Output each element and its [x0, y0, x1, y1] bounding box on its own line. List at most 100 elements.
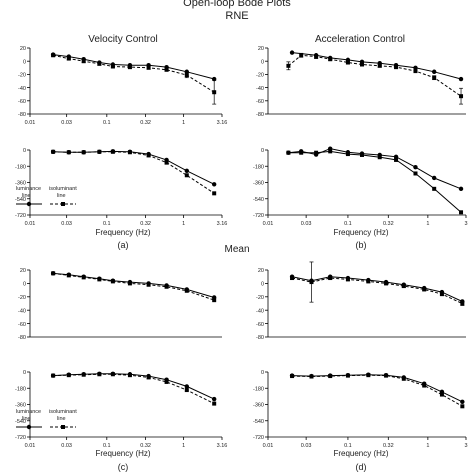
- ytick-label-b-phase: -180: [253, 164, 264, 170]
- xtick-label-d-phase: 0.32: [383, 443, 394, 449]
- xtick-label-a-mag: 0.03: [61, 120, 72, 126]
- ytick-label-a-mag: -60: [18, 99, 26, 105]
- point-c-phase-1: [184, 388, 189, 393]
- ytick-label-b-mag: -40: [256, 86, 264, 92]
- series-line-b-mag-0: [292, 52, 462, 80]
- xtick-label-a-phase: 0.32: [140, 221, 151, 227]
- point-a-phase-0: [211, 182, 217, 187]
- point-a-mag-1: [184, 73, 189, 78]
- point-b-phase-1: [413, 171, 418, 176]
- point-c-phase-0: [211, 396, 217, 402]
- series-line-c-phase-1: [53, 373, 215, 405]
- point-d-phase-1: [366, 373, 371, 378]
- point-b-phase-0: [458, 186, 464, 192]
- point-b-phase-0: [413, 164, 418, 170]
- point-b-phase-1: [377, 155, 382, 160]
- ytick-label-d-mag: -40: [256, 308, 264, 314]
- xtick-label-a-mag: 0.1: [103, 120, 111, 126]
- panel-d-mag: 20 0 -20 -40 -60 -80: [256, 261, 466, 341]
- point-c-mag-1: [212, 298, 217, 303]
- ytick-label-c-mag: -20: [18, 295, 26, 301]
- xtick-label-a-phase: 0.1: [103, 221, 111, 227]
- point-d-mag-1: [366, 279, 371, 284]
- panel-label-c: (c): [118, 462, 129, 472]
- ytick-label-d-phase: 0: [261, 370, 264, 376]
- ytick-label-b-phase: -720: [253, 213, 264, 219]
- point-d-mag-1: [309, 280, 314, 285]
- panel-b-phase: 0 -180 -360 -540 -720 0.01 0.03 0.1 0.32 1 3: [253, 146, 468, 227]
- xtick-label-b-phase: 3: [464, 221, 467, 227]
- panel-label-d: (d): [356, 462, 367, 472]
- legend-isoluminant-text1: isoluminant: [49, 186, 77, 192]
- xtick-label-d-phase: 0.1: [344, 443, 352, 449]
- panel-label-a: (a): [118, 240, 129, 250]
- ytick-label-a-phase: -540: [15, 197, 26, 203]
- ytick-label-c-phase: -180: [15, 386, 26, 392]
- mid-title-mean: Mean: [224, 244, 249, 255]
- ytick-label-c-phase: -540: [15, 419, 26, 425]
- legend2-luminance-text2: line: [22, 416, 31, 422]
- xtick-label-a-mag: 0.01: [25, 120, 36, 126]
- ytick-label-c-mag: -60: [18, 322, 26, 328]
- point-d-phase-1: [460, 404, 465, 409]
- point-b-mag-0: [413, 65, 418, 71]
- ytick-label-a-phase: -720: [15, 213, 26, 219]
- ytick-label-b-mag: -20: [256, 73, 264, 79]
- point-d-phase-1: [439, 392, 444, 397]
- point-b-mag-1: [345, 60, 350, 65]
- xtick-label-d-phase: 3: [464, 443, 467, 449]
- point-a-phase-1: [127, 150, 132, 155]
- point-d-phase-1: [345, 373, 350, 378]
- point-a-phase-1: [110, 149, 115, 154]
- point-d-mag-1: [401, 284, 406, 289]
- point-d-mag-1: [422, 287, 427, 292]
- series-line-d-mag-0: [291, 276, 463, 302]
- xtick-label-b-phase: 0.03: [301, 221, 312, 227]
- series-line-d-phase-0: [292, 374, 463, 403]
- ytick-label-b-phase: -540: [253, 197, 264, 203]
- ytick-label-a-phase: 0: [23, 148, 26, 154]
- point-a-phase-1: [164, 160, 169, 165]
- point-b-phase-1: [328, 149, 333, 154]
- ytick-label-d-mag: -60: [256, 322, 264, 328]
- series-line-c-mag-0: [53, 272, 215, 298]
- point-c-phase-1: [51, 373, 56, 378]
- point-d-phase-1: [384, 373, 389, 378]
- xtick-label-d-phase: 1: [426, 443, 429, 449]
- legend2-luminance-marker: [26, 424, 32, 430]
- panel-label-b: (b): [356, 240, 367, 250]
- xtick-label-a-mag: 3.16: [217, 120, 228, 126]
- point-b-mag-0: [289, 50, 295, 55]
- panel-b-mag: 20 0 -20 -40 -60 -80: [256, 46, 466, 118]
- point-c-mag-1: [127, 281, 132, 286]
- legend2-isoluminant-text2: line: [57, 416, 66, 422]
- point-b-phase-1: [299, 150, 304, 155]
- xtick-label-a-mag: 0.32: [140, 120, 151, 126]
- ytick-label-b-phase: 0: [261, 148, 264, 154]
- point-b-phase-1: [360, 152, 365, 157]
- point-a-phase-1: [51, 149, 56, 154]
- point-d-phase-1: [328, 374, 333, 379]
- point-d-mag-1: [328, 276, 333, 281]
- point-a-mag-0: [184, 69, 189, 74]
- point-b-mag-1: [459, 94, 464, 99]
- xtick-label-c-phase: 3.16: [217, 443, 228, 449]
- ytick-label-a-mag: -20: [18, 73, 26, 79]
- point-b-phase-0: [393, 154, 399, 159]
- panel-c-phase: 0 -180 -360 -540 -720 0.01 0.03 0.1 0.32 1 3.16: [15, 370, 227, 449]
- point-a-phase-1: [66, 150, 71, 155]
- ytick-label-a-mag: 0: [23, 59, 26, 65]
- legend2-isoluminant-text1: isoluminant: [49, 409, 77, 415]
- point-b-mag-0: [431, 69, 437, 74]
- series-line-a-mag-0: [53, 54, 215, 80]
- point-d-mag-1: [290, 276, 295, 281]
- point-a-phase-1: [97, 149, 102, 154]
- ytick-label-d-phase: -360: [253, 403, 264, 409]
- point-c-mag-1: [164, 284, 169, 289]
- point-c-mag-1: [146, 282, 151, 287]
- series-line-a-phase-0: [53, 150, 215, 185]
- point-a-mag-1: [81, 59, 86, 64]
- point-c-phase-1: [97, 372, 102, 377]
- point-b-mag-1: [360, 62, 365, 67]
- legend-bottom: luminance line isoluminant line: [16, 409, 77, 430]
